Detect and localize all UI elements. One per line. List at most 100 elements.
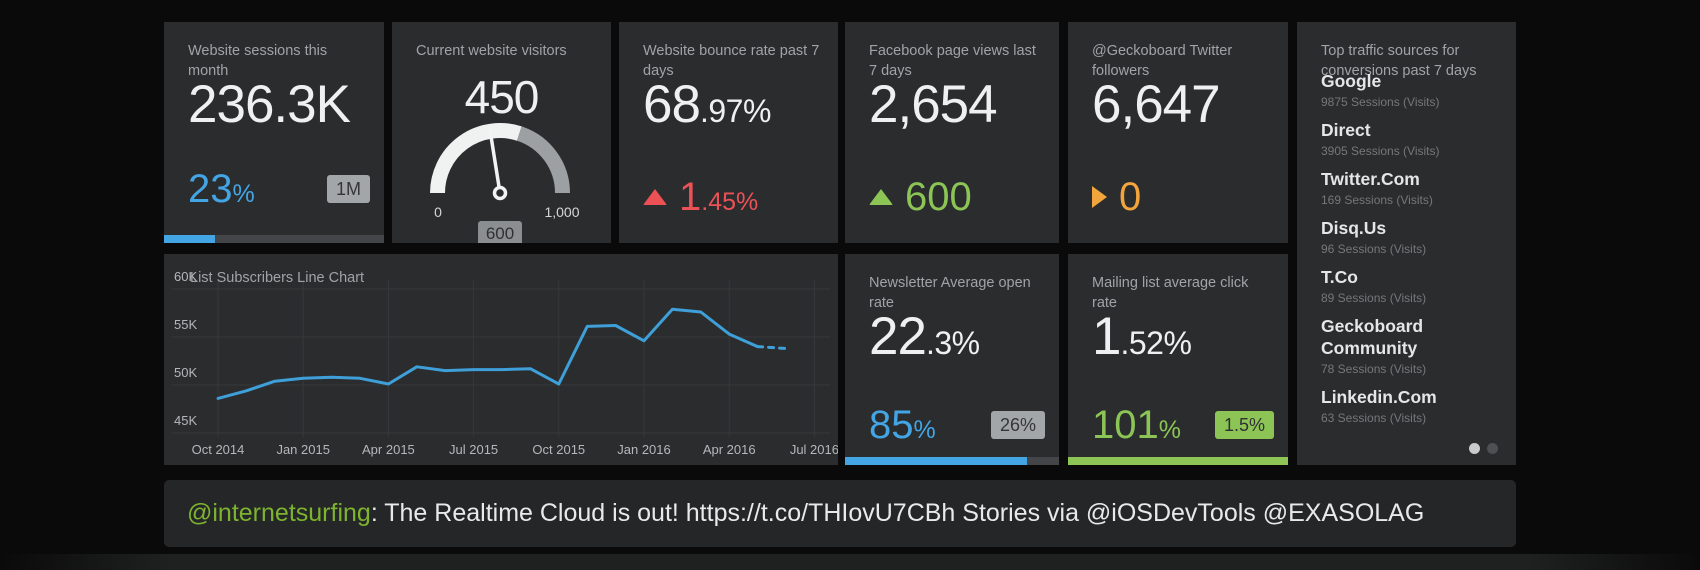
pagination-dot-active[interactable] (1469, 443, 1480, 454)
sessions-value-text: 236.3K (188, 75, 351, 134)
list-item: T.Co 89 Sessions (Visits) (1321, 266, 1502, 305)
pagination-dots (1469, 443, 1498, 454)
list-item: Geckoboard Community 78 Sessions (Visits… (1321, 315, 1502, 376)
x-tick-label: Jul 2015 (449, 442, 498, 457)
y-tick-label: 60K (174, 269, 197, 284)
click-rate-progress-fill (1068, 457, 1288, 465)
open-rate-value: 22.3% (869, 307, 980, 366)
click-rate-kpi-row: 101 % 1.5% (1092, 405, 1274, 445)
list-item: Google 9875 Sessions (Visits) (1321, 70, 1502, 109)
trend-flat-icon (1092, 186, 1107, 208)
widget-facebook-views: Facebook page views last 7 days 2,654 60… (845, 22, 1059, 243)
x-tick-label: Jan 2016 (617, 442, 671, 457)
click-rate-progress-track (1068, 457, 1288, 465)
gauge-max-label: 1,000 (544, 204, 579, 220)
pagination-dot[interactable] (1487, 443, 1498, 454)
list-item: Direct 3905 Sessions (Visits) (1321, 119, 1502, 158)
twitter-value: 6,647 (1092, 75, 1221, 134)
x-tick-label: Apr 2016 (703, 442, 756, 457)
trend-up-icon (643, 189, 667, 205)
gauge-min-label: 0 (434, 204, 442, 220)
ticker-message: : The Realtime Cloud is out! https://t.c… (370, 499, 1425, 527)
widget-current-visitors: Current website visitors 450 0 1,000 600 (392, 22, 611, 243)
gauge-comparison-label: 600 (486, 224, 514, 243)
source-name: Linkedin.Com (1321, 387, 1437, 407)
subscribers-line (216, 307, 760, 400)
widget-title: Newsletter Average open rate (869, 275, 1031, 312)
widget-traffic-sources: Top traffic sources for conversions past… (1297, 22, 1516, 465)
open-rate-kpi-row: 85 % 26% (869, 405, 1045, 445)
bounce-value: 68.97% (643, 75, 771, 134)
widget-twitter-followers: @Geckoboard Twitter followers 6,647 0 (1068, 22, 1288, 243)
widget-click-rate: Mailing list average click rate 1.52% 10… (1068, 254, 1288, 465)
source-sessions: 3905 Sessions (Visits) (1321, 144, 1440, 158)
source-name: Geckoboard Community (1321, 316, 1424, 358)
subscribers-line-chart-svg: Oct 2014 Jan 2015 Apr 2015 Jul 2015 Oct 2015… (172, 269, 839, 457)
widget-bounce-rate: Website bounce rate past 7 days 68.97% 1… (619, 22, 838, 243)
y-tick-label: 50K (174, 365, 197, 380)
traffic-source-list: Google 9875 Sessions (Visits) Direct 390… (1321, 60, 1502, 425)
click-rate-goal-badge: 1.5% (1214, 411, 1274, 439)
open-rate-progress-fill (845, 457, 1027, 465)
ticker-handle: @internetsurfing (187, 499, 371, 527)
source-name: Twitter.Com (1321, 169, 1420, 189)
widget-open-rate: Newsletter Average open rate 22.3% 85 % … (845, 254, 1059, 465)
x-tick-label: Jul 2016 (790, 442, 838, 457)
source-name: Google (1321, 71, 1382, 91)
x-tick-label: Jan 2015 (276, 442, 330, 457)
source-sessions: 9875 Sessions (Visits) (1321, 95, 1440, 109)
widget-title: Facebook page views last 7 days (869, 43, 1036, 80)
x-tick-label: Oct 2014 (192, 442, 245, 457)
source-sessions: 63 Sessions (Visits) (1321, 411, 1427, 425)
gauge-fill-arc (430, 123, 522, 194)
source-name: T.Co (1321, 267, 1358, 287)
source-name: Direct (1321, 120, 1371, 140)
sessions-value: 236.3K (188, 75, 351, 134)
y-tick-label: 45K (174, 413, 197, 428)
trend-up-icon (869, 189, 893, 205)
source-sessions: 169 Sessions (Visits) (1321, 193, 1433, 207)
widget-title: Website sessions this month (188, 43, 328, 80)
sessions-progress-track (164, 235, 384, 243)
screen-bottom-bezel (0, 554, 1700, 570)
chart-title: List Subscribers Line Chart (190, 270, 365, 286)
gauge-pivot (492, 185, 508, 201)
source-name: Disq.Us (1321, 218, 1387, 238)
twitter-ticker: @internetsurfing: The Realtime Cloud is … (164, 480, 1516, 547)
bounce-delta: 1.45% (643, 177, 758, 217)
sessions-kpi-row: 23 % 1M (188, 169, 370, 209)
list-item: Linkedin.Com 63 Sessions (Visits) (1321, 386, 1502, 425)
sessions-goal-badge: 1M (326, 175, 370, 203)
subscribers-line-projection (756, 345, 788, 350)
widget-title: Website bounce rate past 7 days (643, 43, 820, 80)
widget-website-sessions: Website sessions this month 236.3K 23 % … (164, 22, 384, 243)
gauge-value: 450 (464, 71, 540, 123)
widget-title: Mailing list average click rate (1092, 275, 1249, 312)
click-rate-delta: 101 % (1092, 403, 1181, 447)
widget-subscribers-chart: List Subscribers Line Chart Oct 2014 Jan … (164, 254, 839, 465)
widget-title: @Geckoboard Twitter followers (1092, 43, 1233, 80)
open-rate-delta: 85 % (869, 403, 936, 447)
facebook-value: 2,654 (869, 75, 998, 134)
twitter-delta: 0 (1092, 177, 1141, 217)
sessions-delta: 23 % (188, 167, 255, 211)
x-tick-label: Apr 2015 (362, 442, 415, 457)
y-tick-label: 55K (174, 317, 197, 332)
gauge-comparison-badge (478, 221, 522, 243)
x-tick-label: Oct 2015 (532, 442, 585, 457)
source-sessions: 78 Sessions (Visits) (1321, 362, 1427, 376)
widget-title: Current website visitors (416, 43, 567, 59)
click-rate-value: 1.52% (1092, 307, 1192, 366)
source-sessions: 89 Sessions (Visits) (1321, 291, 1427, 305)
list-item: Disq.Us 96 Sessions (Visits) (1321, 217, 1502, 256)
widget-title: Top traffic sources for conversions past… (1321, 43, 1477, 80)
visitors-gauge: 0 1,000 600 (430, 123, 580, 243)
list-item: Twitter.Com 169 Sessions (Visits) (1321, 168, 1502, 207)
source-sessions: 96 Sessions (Visits) (1321, 242, 1427, 256)
gauge-rest-arc (516, 126, 570, 194)
gauge-needle (487, 126, 502, 195)
facebook-delta: 600 (869, 177, 972, 217)
sessions-progress-fill (164, 235, 215, 243)
open-rate-goal-badge: 26% (990, 411, 1045, 439)
